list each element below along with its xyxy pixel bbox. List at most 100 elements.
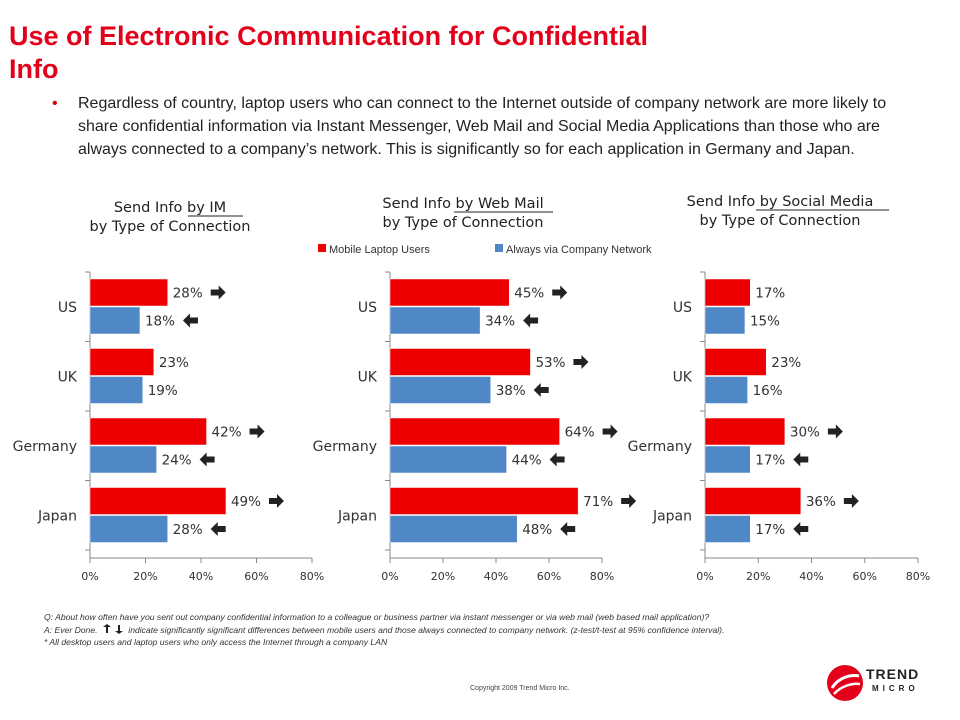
bar-network bbox=[704, 306, 746, 335]
data-label: 30% bbox=[790, 425, 820, 441]
bar-network bbox=[704, 376, 748, 404]
chart-title-line-1: Send Info by Social Media bbox=[687, 194, 874, 210]
bar-network bbox=[704, 445, 751, 474]
data-label: 17% bbox=[755, 453, 785, 469]
x-tick-label: 40% bbox=[799, 570, 823, 583]
category-label: Germany bbox=[628, 439, 692, 455]
x-tick-label: 40% bbox=[189, 570, 213, 583]
slide-title: Use of Electronic Communication for Conf… bbox=[9, 21, 649, 84]
category-label: Japan bbox=[652, 509, 692, 525]
data-label: 17% bbox=[755, 286, 785, 302]
footnote-star: * All desktop users and laptop users who… bbox=[44, 637, 388, 647]
bar-network bbox=[389, 376, 491, 404]
significance-arrow-left-icon bbox=[549, 452, 565, 467]
x-tick-label: 80% bbox=[300, 570, 324, 583]
x-tick-label: 20% bbox=[746, 570, 770, 583]
chart-title-line-1: Send Info by IM bbox=[114, 200, 226, 216]
bar-mobile bbox=[389, 278, 510, 307]
x-tick-label: 60% bbox=[244, 570, 268, 583]
significance-arrow-right-icon bbox=[552, 285, 568, 300]
footnote-question: Q: About how often have you sent out com… bbox=[44, 612, 710, 622]
category-label: US bbox=[673, 300, 692, 316]
bar-mobile bbox=[704, 348, 767, 376]
bar-network bbox=[89, 306, 141, 335]
significance-arrow-right-icon bbox=[573, 355, 589, 369]
bar-network bbox=[89, 515, 168, 543]
category-label: Germany bbox=[13, 439, 77, 455]
category-label: US bbox=[58, 300, 77, 316]
bar-mobile bbox=[704, 278, 751, 307]
footnote-answer-suffix: indicate significantly significant diffe… bbox=[128, 624, 725, 635]
copyright-text: Copyright 2009 Trend Micro Inc. bbox=[470, 685, 570, 692]
data-label: 28% bbox=[173, 286, 203, 302]
bar-network bbox=[89, 445, 157, 474]
chart-title-line-2: by Type of Connection bbox=[700, 213, 861, 229]
significance-arrow-left-icon bbox=[523, 313, 539, 328]
data-label: 64% bbox=[565, 425, 595, 441]
data-label: 45% bbox=[514, 286, 544, 302]
category-label: UK bbox=[358, 370, 378, 386]
data-label: 53% bbox=[535, 355, 565, 371]
bar-mobile bbox=[89, 348, 155, 376]
bullet-dot: • bbox=[52, 95, 58, 112]
x-tick-label: 80% bbox=[906, 570, 930, 583]
logo-subword: MICRO bbox=[872, 684, 919, 693]
chart-title-line-1: Send Info by Web Mail bbox=[382, 196, 543, 212]
data-label: 49% bbox=[231, 494, 261, 510]
significance-arrow-right-icon bbox=[268, 494, 284, 508]
bar-mobile bbox=[704, 487, 802, 515]
bar-mobile bbox=[89, 487, 227, 515]
significance-arrow-right-icon bbox=[843, 494, 859, 508]
significance-arrow-left-icon bbox=[793, 452, 809, 467]
bullet-paragraph: • Regardless of country, laptop users wh… bbox=[52, 92, 888, 161]
significance-arrow-right-icon bbox=[602, 424, 618, 439]
data-label: 23% bbox=[159, 355, 189, 371]
bar-network bbox=[389, 515, 518, 543]
legend-label-1: Mobile Laptop Users bbox=[329, 244, 430, 256]
significance-arrow-right-icon bbox=[827, 424, 843, 439]
x-tick-label: 40% bbox=[484, 570, 508, 583]
data-label: 16% bbox=[753, 383, 783, 399]
data-label: 42% bbox=[212, 425, 242, 441]
bar-mobile bbox=[89, 278, 168, 307]
bar-mobile bbox=[389, 417, 560, 446]
x-tick-label: 60% bbox=[537, 570, 561, 583]
bar-mobile bbox=[704, 417, 786, 446]
data-label: 23% bbox=[771, 355, 801, 371]
bar-mobile bbox=[389, 487, 579, 515]
significance-arrow-left-icon bbox=[182, 313, 198, 328]
bullet-text: Regardless of country, laptop users who … bbox=[78, 95, 887, 158]
x-tick-label: 20% bbox=[133, 570, 157, 583]
data-label: 34% bbox=[485, 314, 515, 330]
legend-swatch-2 bbox=[495, 244, 503, 252]
legend-label-2: Always via Company Network bbox=[506, 244, 652, 256]
data-label: 71% bbox=[583, 494, 613, 510]
significance-arrow-left-icon bbox=[793, 522, 809, 536]
x-tick-label: 0% bbox=[81, 570, 98, 583]
bar-network bbox=[704, 515, 751, 543]
data-label: 36% bbox=[806, 494, 836, 510]
data-label: 44% bbox=[512, 453, 542, 469]
logo-ball-icon bbox=[827, 665, 863, 701]
charts-canvas: Mobile Laptop Users Always via Company Ne… bbox=[13, 194, 931, 583]
x-tick-label: 60% bbox=[853, 570, 877, 583]
category-label: UK bbox=[673, 370, 693, 386]
data-label: 38% bbox=[496, 383, 526, 399]
data-label: 28% bbox=[173, 522, 203, 538]
data-label: 24% bbox=[162, 453, 192, 469]
category-label: US bbox=[358, 300, 377, 316]
significance-arrow-left-icon bbox=[560, 522, 576, 536]
significance-arrow-left-icon bbox=[210, 522, 226, 536]
chart-3: Send Info by Social Media by Type of Conn… bbox=[628, 194, 931, 583]
chart-1: Send Info by IM by Type of Connection 0% 20… bbox=[13, 200, 325, 583]
bar-mobile bbox=[89, 417, 207, 446]
significance-arrow-right-icon bbox=[249, 424, 265, 439]
footnote-answer: A: Ever Done. indicate significantly sig… bbox=[44, 623, 924, 637]
chart-title-line-2: by Type of Connection bbox=[90, 219, 251, 235]
footnotes: Q: About how often have you sent out com… bbox=[44, 611, 924, 649]
significance-arrow-left-icon bbox=[199, 452, 215, 467]
category-label: Japan bbox=[37, 509, 77, 525]
x-tick-label: 0% bbox=[696, 570, 713, 583]
category-label: Germany bbox=[313, 439, 377, 455]
x-tick-label: 0% bbox=[381, 570, 398, 583]
